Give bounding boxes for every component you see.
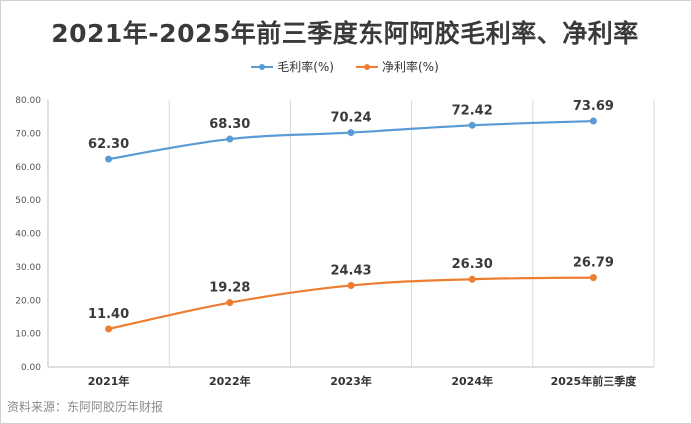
legend-item-gross-margin: 毛利率(%) bbox=[251, 58, 334, 75]
x-tick-label: 2025年前三季度 bbox=[551, 374, 638, 388]
x-tick-label: 2022年 bbox=[209, 374, 251, 388]
chart-legend: 毛利率(%) 净利率(%) bbox=[0, 58, 690, 75]
y-tick-label: 10.00 bbox=[15, 330, 41, 340]
y-tick-label: 50.00 bbox=[15, 196, 41, 206]
data-point-0 bbox=[347, 129, 355, 137]
legend-swatch-net-margin bbox=[356, 62, 378, 72]
data-label-1: 26.30 bbox=[452, 257, 493, 272]
x-tick-label: 2024年 bbox=[451, 374, 493, 388]
data-point-1 bbox=[226, 299, 234, 307]
data-label-0: 70.24 bbox=[330, 111, 371, 126]
data-label-0: 73.69 bbox=[573, 99, 614, 114]
data-point-1 bbox=[468, 275, 476, 283]
data-point-0 bbox=[226, 135, 234, 143]
y-tick-label: 20.00 bbox=[15, 296, 41, 306]
chart-title: 2021年-2025年前三季度东阿阿胶毛利率、净利率 bbox=[51, 19, 639, 48]
data-point-0 bbox=[589, 117, 597, 125]
y-tick-label: 70.00 bbox=[15, 129, 41, 139]
data-point-0 bbox=[468, 121, 476, 129]
data-label-1: 26.79 bbox=[573, 256, 614, 271]
legend-label-gross-margin: 毛利率(%) bbox=[277, 60, 334, 74]
legend-label-net-margin: 净利率(%) bbox=[382, 60, 439, 74]
x-tick-label: 2021年 bbox=[88, 374, 130, 388]
data-label-0: 68.30 bbox=[209, 117, 250, 132]
source-note: 资料来源：东阿阿胶历年财报 bbox=[7, 400, 164, 414]
x-tick-label: 2023年 bbox=[330, 374, 372, 388]
data-point-1 bbox=[347, 281, 355, 289]
data-label-1: 11.40 bbox=[88, 307, 129, 322]
y-tick-label: 0.00 bbox=[21, 363, 41, 373]
data-label-0: 72.42 bbox=[452, 103, 493, 118]
data-point-1 bbox=[105, 325, 113, 333]
legend-swatch-gross-margin bbox=[251, 62, 274, 72]
data-point-1 bbox=[589, 274, 597, 282]
y-tick-label: 60.00 bbox=[15, 163, 41, 173]
series-line-0 bbox=[108, 119, 594, 161]
y-tick-label: 40.00 bbox=[15, 230, 41, 240]
data-label-1: 24.43 bbox=[330, 263, 371, 278]
data-label-0: 62.30 bbox=[88, 137, 129, 152]
data-label-1: 19.28 bbox=[209, 281, 250, 296]
legend-item-net-margin: 净利率(%) bbox=[356, 58, 439, 75]
y-tick-label: 80.00 bbox=[15, 96, 41, 106]
y-tick-label: 30.00 bbox=[15, 263, 41, 273]
data-point-0 bbox=[105, 155, 113, 163]
